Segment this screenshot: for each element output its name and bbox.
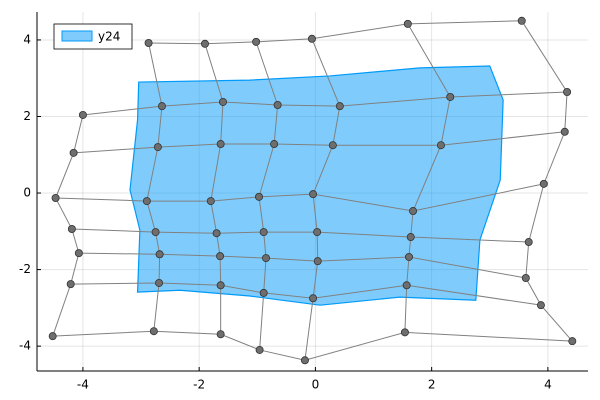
mesh-point bbox=[216, 330, 225, 339]
mesh-point bbox=[563, 87, 572, 96]
mesh-point bbox=[155, 278, 164, 287]
x-tick-label: -4 bbox=[77, 378, 89, 392]
mesh-point bbox=[255, 345, 264, 354]
mesh-point bbox=[51, 194, 60, 203]
mesh-point bbox=[300, 356, 309, 365]
mesh-point bbox=[536, 301, 545, 310]
mesh-point bbox=[206, 197, 215, 206]
legend-label: y24 bbox=[98, 30, 120, 44]
mesh-point bbox=[521, 273, 530, 282]
mesh-point bbox=[307, 34, 316, 43]
mesh-point bbox=[216, 281, 225, 290]
mesh-point bbox=[259, 288, 268, 297]
mesh-point bbox=[539, 179, 548, 188]
mesh-point bbox=[67, 225, 76, 234]
mesh-point bbox=[200, 39, 209, 48]
mesh-point bbox=[517, 16, 526, 25]
mesh-point bbox=[262, 254, 271, 263]
mesh-point bbox=[403, 19, 412, 28]
mesh-point bbox=[568, 337, 577, 346]
mesh-point bbox=[255, 192, 264, 201]
mesh-point bbox=[142, 197, 151, 206]
x-tick-label: -2 bbox=[193, 378, 205, 392]
mesh-point bbox=[218, 97, 227, 106]
mesh-point bbox=[216, 252, 225, 261]
mesh-point bbox=[153, 143, 162, 152]
y-tick-label: -4 bbox=[19, 339, 31, 353]
mesh-point bbox=[270, 140, 279, 149]
mesh-point bbox=[402, 281, 411, 290]
mesh-point bbox=[78, 110, 87, 119]
mesh-point bbox=[66, 280, 75, 289]
mesh-point bbox=[259, 228, 268, 237]
mesh-point bbox=[309, 190, 318, 199]
mesh-point bbox=[328, 141, 337, 150]
mesh-point bbox=[216, 140, 225, 149]
mesh-point bbox=[524, 238, 533, 247]
mesh-point bbox=[74, 249, 83, 258]
mesh-point bbox=[273, 101, 282, 110]
mesh-point bbox=[406, 233, 415, 242]
mesh-point bbox=[149, 327, 158, 336]
mesh-point bbox=[313, 228, 322, 237]
y-tick-label: 2 bbox=[23, 109, 31, 123]
mesh-point bbox=[252, 37, 261, 46]
mesh-point bbox=[48, 332, 57, 341]
mesh-point bbox=[446, 92, 455, 101]
mesh-line bbox=[404, 23, 451, 333]
mesh-point bbox=[144, 39, 153, 48]
legend-swatch bbox=[61, 30, 93, 42]
mesh-point bbox=[436, 141, 445, 150]
mesh-point bbox=[151, 228, 160, 237]
mesh-point bbox=[404, 252, 413, 261]
x-tick-label: 0 bbox=[312, 378, 320, 392]
mesh-point bbox=[212, 229, 221, 238]
mesh-point bbox=[155, 250, 164, 259]
x-tick-label: 2 bbox=[428, 378, 436, 392]
mesh-line bbox=[148, 20, 522, 45]
mesh-point bbox=[335, 102, 344, 111]
mesh-point bbox=[69, 148, 78, 157]
mesh-line bbox=[52, 114, 84, 337]
mesh-line bbox=[146, 42, 163, 332]
mesh-point bbox=[313, 257, 322, 266]
mesh-point bbox=[157, 102, 166, 111]
y-tick-label: 4 bbox=[23, 32, 31, 46]
y-tick-label: 0 bbox=[23, 186, 31, 200]
mesh-line bbox=[521, 20, 573, 342]
mesh-line bbox=[304, 38, 341, 361]
mesh-line bbox=[204, 43, 224, 335]
x-tick-label: 4 bbox=[544, 378, 552, 392]
mesh-point bbox=[309, 294, 318, 303]
mesh-line bbox=[255, 41, 279, 350]
mesh-point bbox=[400, 328, 409, 337]
y-tick-label: -2 bbox=[19, 262, 31, 276]
mesh-point bbox=[560, 127, 569, 136]
mesh-point bbox=[409, 207, 418, 216]
